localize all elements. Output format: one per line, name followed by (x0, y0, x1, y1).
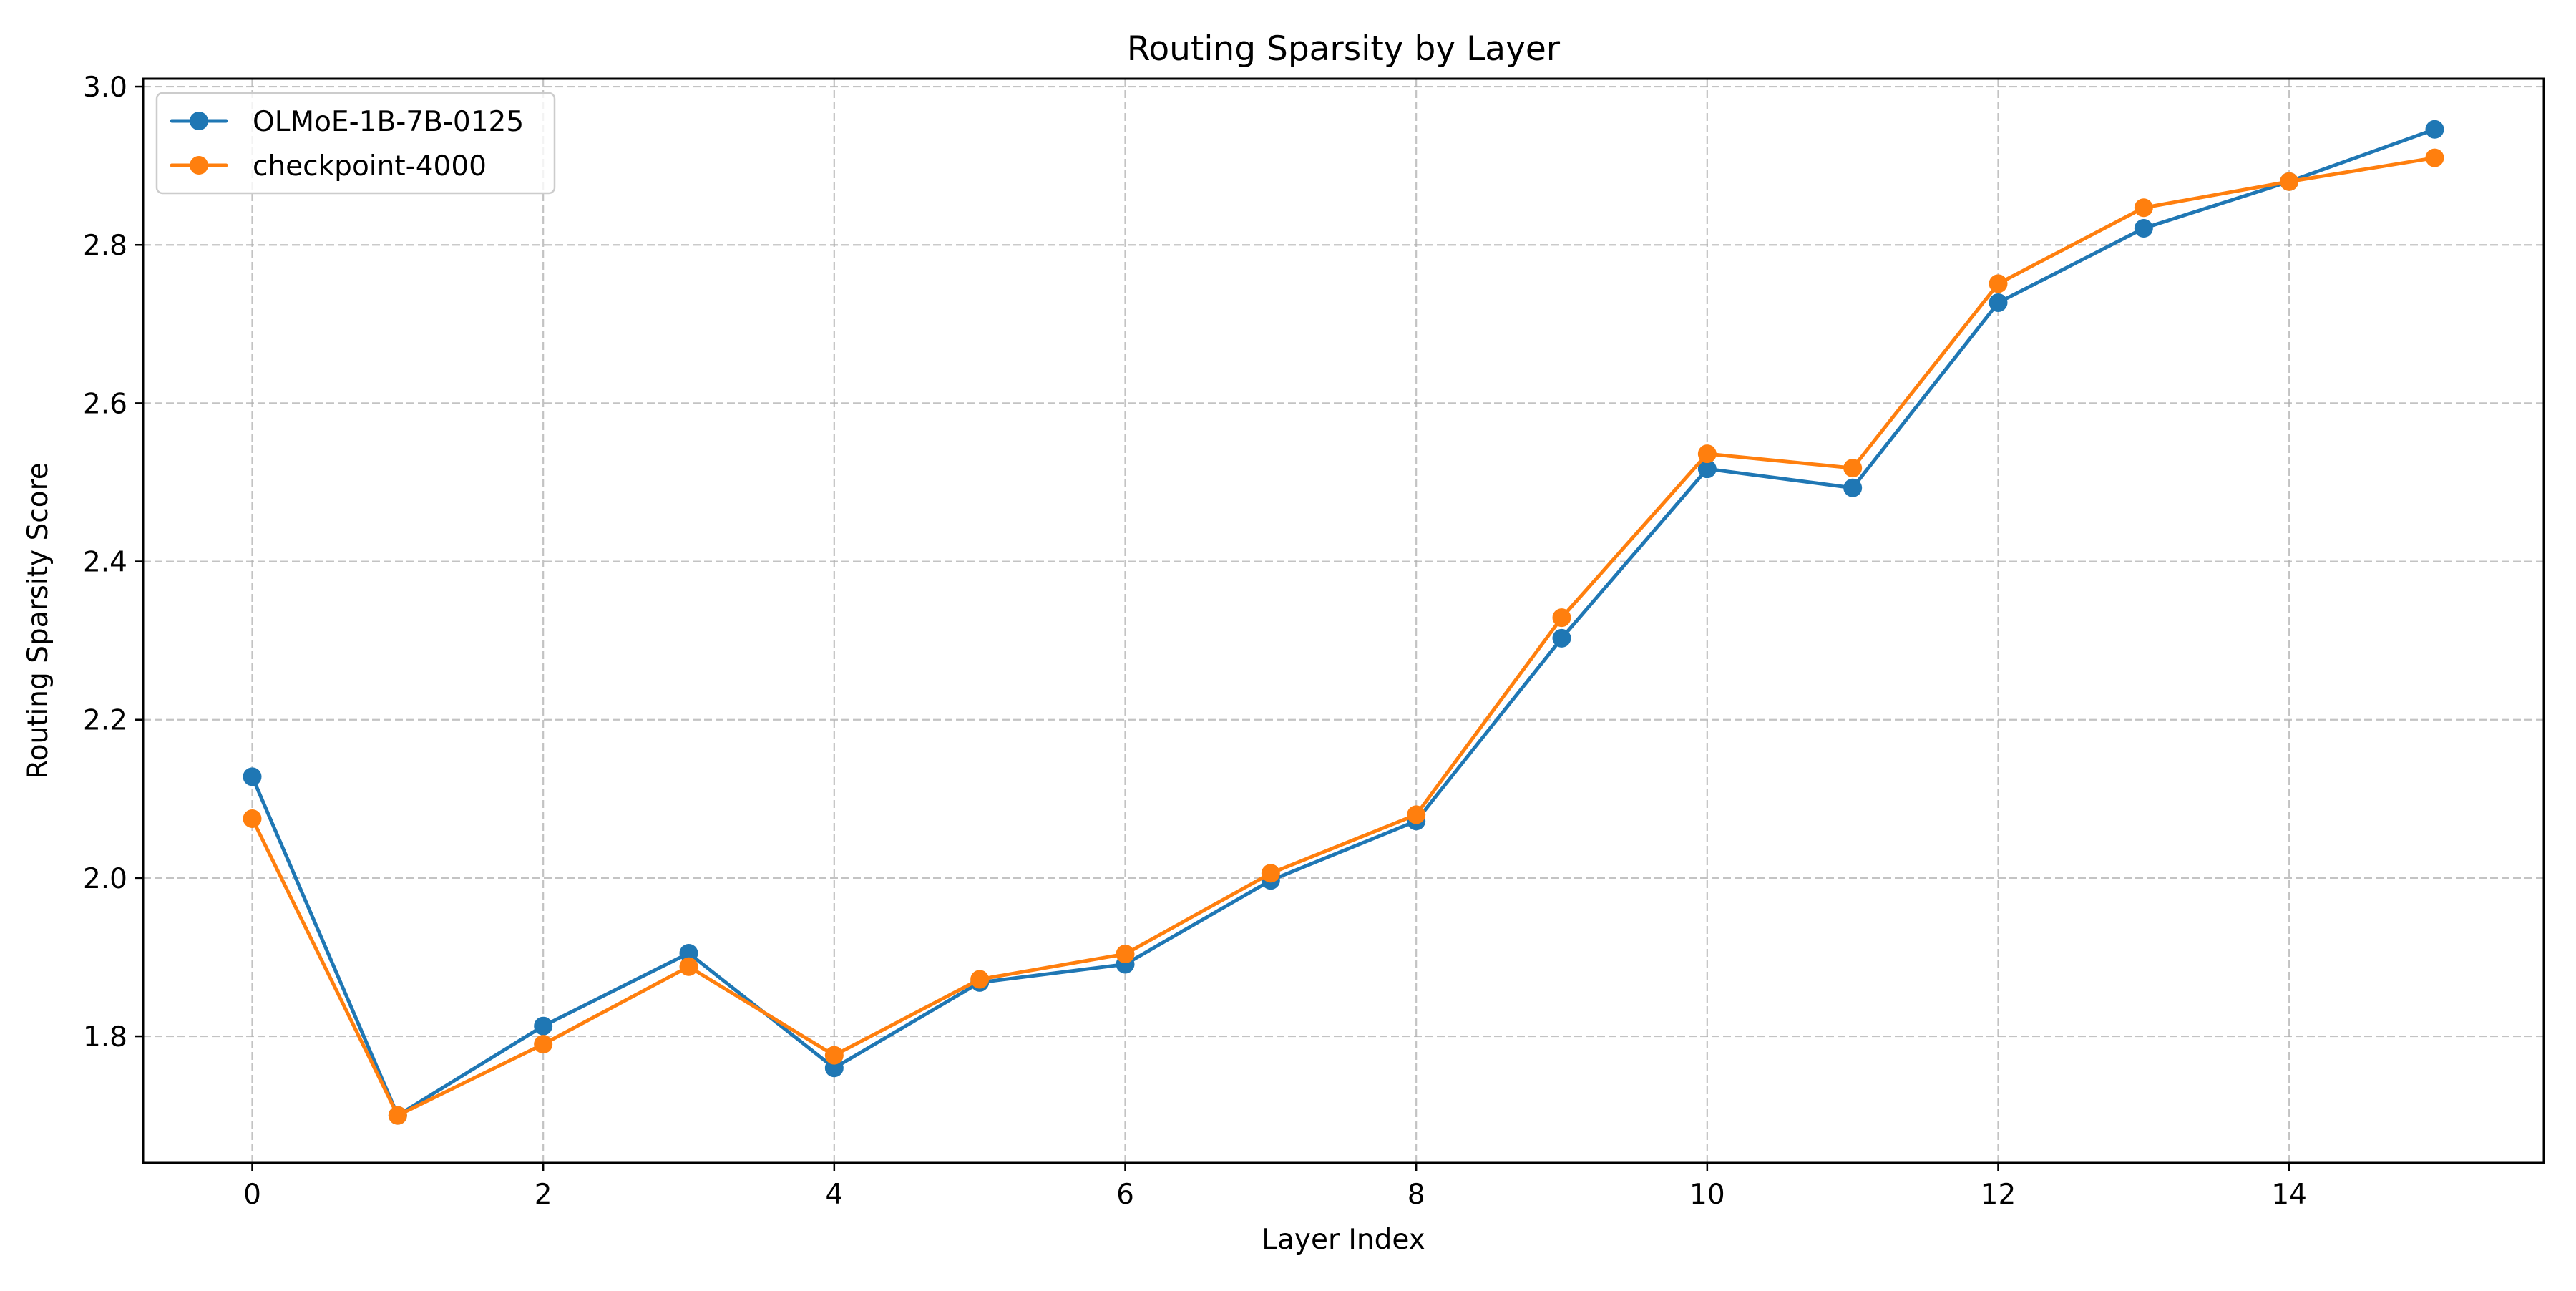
y-tick-label: 3.0 (83, 72, 127, 104)
data-point (824, 1046, 844, 1065)
data-point (1989, 274, 2008, 293)
series-0 (243, 120, 2444, 1125)
data-point (534, 1016, 553, 1036)
legend-frame (155, 92, 556, 195)
data-point (1552, 628, 1571, 648)
legend-label-checkpoint: checkpoint-4000 (253, 150, 487, 182)
data-point (534, 1035, 553, 1054)
x-tick-label: 0 (243, 1179, 261, 1211)
x-tick-label: 8 (1407, 1179, 1425, 1211)
data-point (1407, 805, 1426, 824)
data-point (679, 943, 698, 963)
data-point (1552, 608, 1571, 628)
x-tick-label: 4 (825, 1179, 843, 1211)
x-tick-label: 14 (2271, 1179, 2307, 1211)
legend-marker-olmoe (190, 112, 208, 130)
series-layer (243, 120, 2444, 1125)
data-point (1843, 459, 1863, 478)
legend: OLMoE-1B-7B-0125 checkpoint-4000 (155, 92, 556, 195)
y-tick-label: 2.8 (83, 230, 127, 262)
data-point (243, 809, 262, 828)
data-point (243, 767, 262, 786)
legend-entry-olmoe: OLMoE-1B-7B-0125 (170, 106, 524, 138)
x-axis-label: Layer Index (1262, 1224, 1425, 1256)
legend-marker-checkpoint (190, 156, 208, 175)
data-point (2134, 219, 2153, 238)
y-tick-label: 2.6 (83, 388, 127, 420)
y-tick-label: 2.0 (83, 863, 127, 895)
y-tick-label: 2.4 (83, 547, 127, 579)
data-point (679, 957, 698, 976)
data-point (2425, 148, 2444, 167)
data-point (1989, 293, 2008, 312)
data-point (2425, 120, 2444, 139)
legend-entry-checkpoint: checkpoint-4000 (170, 150, 487, 182)
x-tick-label: 12 (1981, 1179, 2016, 1211)
data-point (2134, 198, 2153, 218)
x-tick-label: 6 (1116, 1179, 1134, 1211)
data-point (970, 970, 990, 989)
data-point (1697, 444, 1717, 464)
series-line (250, 127, 2436, 1118)
y-tick-label: 1.8 (83, 1021, 127, 1053)
grid-layer (143, 79, 2544, 1163)
chart-title: Routing Sparsity by Layer (1127, 29, 1561, 69)
series-1 (243, 148, 2444, 1125)
plot-area-frame (142, 77, 2545, 1164)
data-point (388, 1106, 407, 1125)
tick-layer: 0 2 4 6 8 10 12 14 1.8 2.0 2.2 2.4 2.6 2.8 3.0 (83, 72, 2307, 1211)
data-point (1697, 459, 1717, 479)
legend-label-olmoe: OLMoE-1B-7B-0125 (253, 106, 524, 138)
data-point (2280, 172, 2299, 191)
y-axis-label: Routing Sparsity Score (22, 462, 54, 779)
data-point (1116, 945, 1135, 964)
series-line (250, 156, 2436, 1118)
data-point (1261, 864, 1280, 883)
x-tick-label: 2 (535, 1179, 552, 1211)
x-tick-label: 10 (1689, 1179, 1725, 1211)
data-point (1843, 478, 1863, 497)
y-tick-label: 2.2 (83, 705, 127, 737)
